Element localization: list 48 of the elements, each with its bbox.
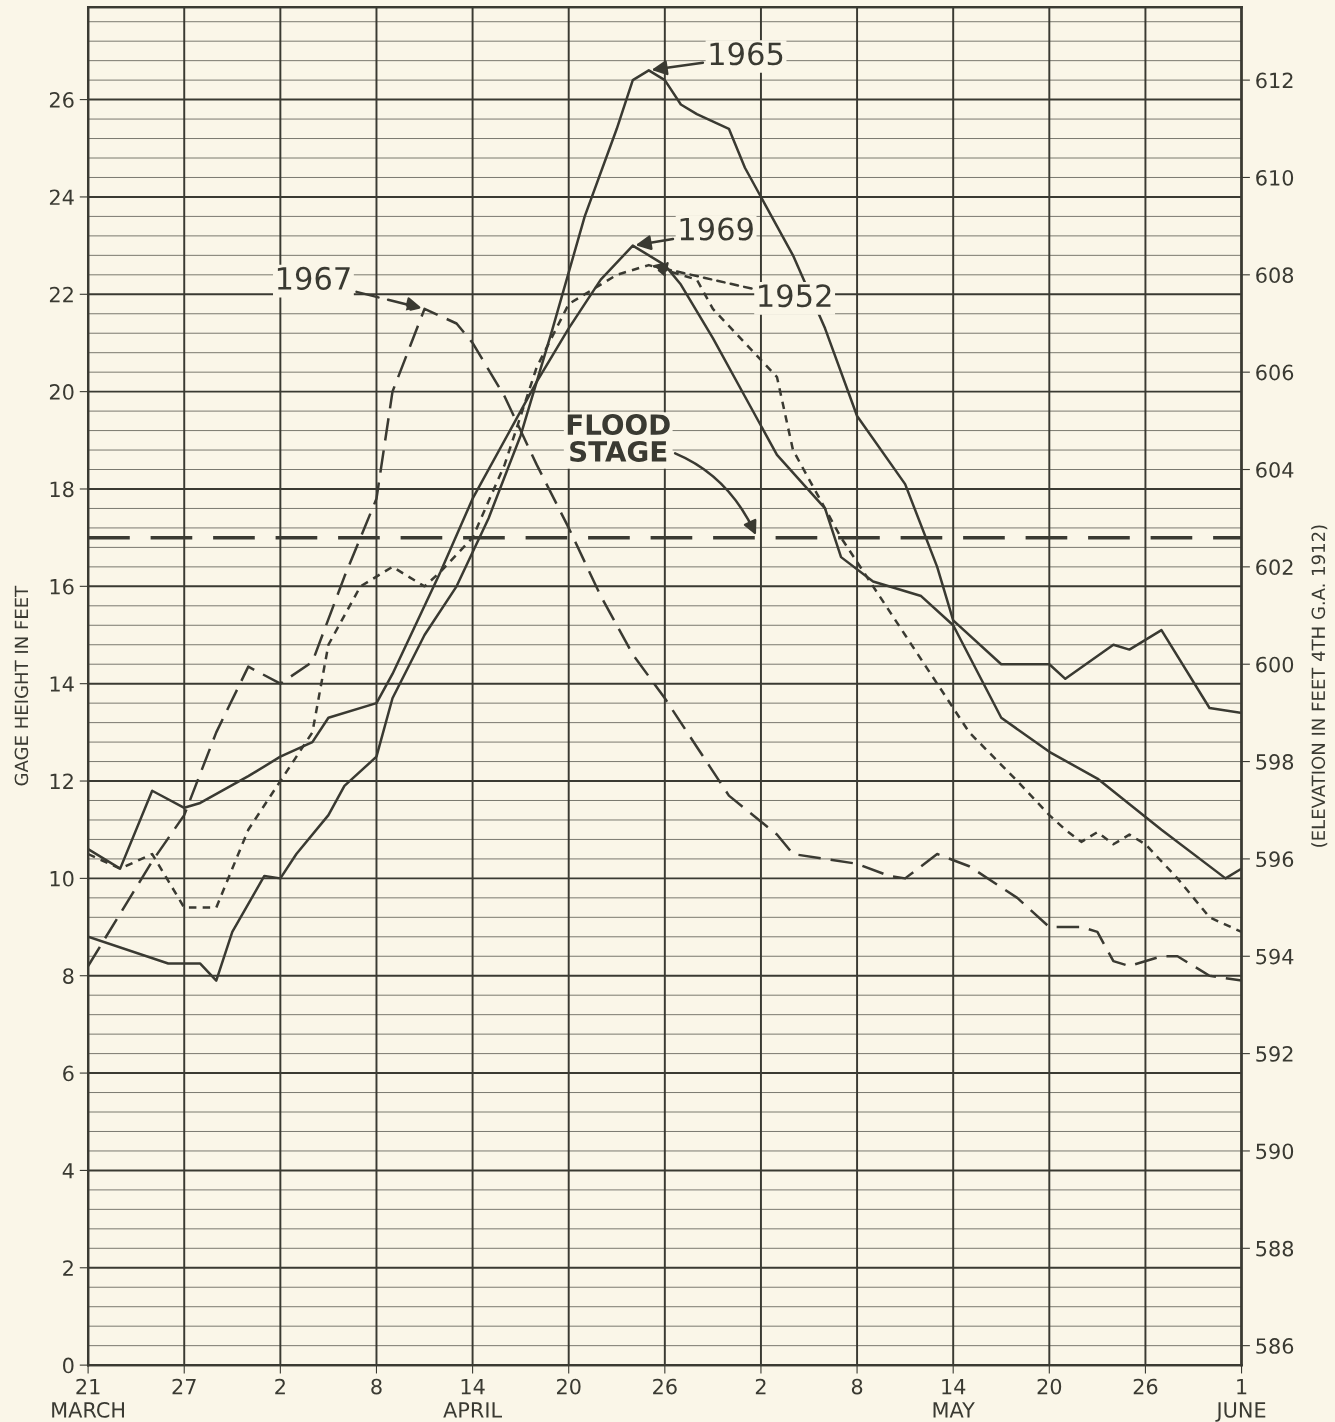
y2-tick-label: 590 (1256, 1143, 1294, 1160)
y-tick-label: 20 (49, 384, 74, 400)
y-tick-label: 18 (50, 481, 74, 498)
y-tick-label: 14 (50, 676, 74, 692)
x-tick-label: 26 (653, 1378, 677, 1395)
y2-tick-label: 586 (1256, 1338, 1294, 1354)
text: 1967 (277, 266, 350, 290)
x-tick-label: 27 (172, 1378, 196, 1395)
y2-tick-label: 606 (1256, 364, 1294, 381)
y2-tick-label: 594 (1256, 948, 1294, 965)
legend-label: 1969 (680, 217, 753, 241)
ref-line-label: FLOOD STAGE (567, 414, 670, 462)
x-tick-label: 2 (755, 1378, 766, 1395)
y-tick-label: 2 (63, 1260, 73, 1276)
x-tick-label: 26 (1133, 1378, 1158, 1395)
y-tick-label: 26 (49, 92, 74, 108)
y2-tick-label: 596 (1256, 851, 1294, 868)
y-tick-label: 0 (63, 1357, 74, 1374)
x-tick-label: 8 (371, 1378, 382, 1395)
y2-tick-label: 608 (1256, 267, 1294, 284)
x-tick-label: 14 MAY (933, 1378, 975, 1418)
legend-label: 1965 (710, 42, 783, 66)
y2-tick-label: 610 (1256, 169, 1294, 186)
y2-tick-label: 598 (1256, 754, 1294, 770)
y-tick-label: 8 (63, 968, 74, 984)
y2-tick-label: 588 (1256, 1240, 1294, 1257)
y-tick-label: 16 (50, 578, 74, 595)
y2-axis-title: (ELEVATION IN FEET 4TH G.A. 1912) (1311, 525, 1328, 847)
x-tick-label: 1 JUNE (1215, 1378, 1266, 1422)
y-axis-title: GAGE HEIGHT IN FEET (14, 585, 29, 786)
legend-label: 1952 (759, 284, 831, 308)
y-tick-label: 6 (63, 1065, 74, 1082)
y2-tick-label: 604 (1256, 461, 1294, 478)
y-tick-label: 4 (62, 1163, 74, 1179)
y-tick-label: 24 (49, 189, 74, 205)
y-tick-label: 12 (50, 773, 73, 789)
y-tick-label: 10 (50, 870, 74, 887)
y2-tick-label: 600 (1256, 656, 1294, 673)
y2-tick-label: 602 (1256, 559, 1293, 576)
x-tick-label: 20 (1037, 1378, 1062, 1395)
y2-tick-label: 612 (1256, 72, 1293, 89)
y2-tick-label: 592 (1256, 1046, 1293, 1062)
y-tick-label: 22 (49, 286, 73, 303)
x-tick-label: 8 (851, 1378, 863, 1395)
x-tick-label: 21 MARCH (52, 1378, 124, 1418)
x-tick-label: 2 (275, 1378, 285, 1395)
x-tick-label: 20 (556, 1378, 581, 1395)
x-tick-label: 14 APRIL (443, 1378, 502, 1418)
